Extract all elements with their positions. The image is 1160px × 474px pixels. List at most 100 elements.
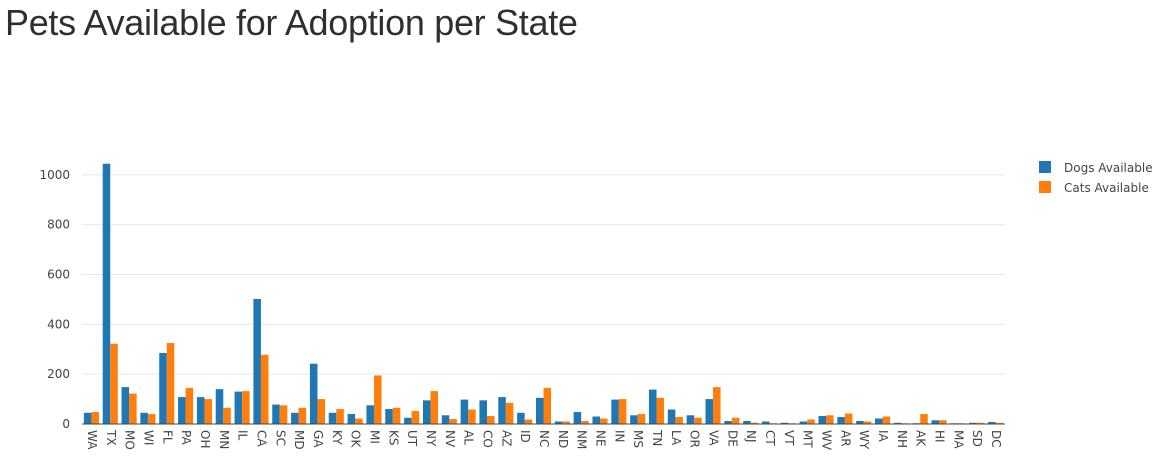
bar-cats-id[interactable]	[524, 419, 533, 424]
bar-cats-co[interactable]	[486, 416, 495, 424]
bar-cats-de[interactable]	[731, 417, 740, 424]
bar-cats-wa[interactable]	[91, 412, 99, 424]
bar-cats-ak[interactable]	[920, 414, 928, 424]
bar-dogs-sc[interactable]	[272, 404, 280, 424]
bar-cats-ga[interactable]	[317, 399, 325, 424]
bar-cats-or[interactable]	[694, 417, 702, 424]
bar-cats-la[interactable]	[675, 417, 683, 424]
bar-cats-il[interactable]	[242, 391, 250, 424]
bar-cats-wy[interactable]	[863, 421, 872, 424]
bar-cats-al[interactable]	[468, 409, 476, 424]
bar-cats-mn[interactable]	[223, 407, 231, 424]
bar-cats-mt[interactable]	[807, 419, 815, 424]
bar-cats-nd[interactable]	[562, 421, 570, 424]
bar-cats-in[interactable]	[618, 399, 627, 424]
bar-dogs-id[interactable]	[517, 412, 525, 424]
bar-cats-wi[interactable]	[147, 414, 156, 424]
bar-cats-ks[interactable]	[392, 407, 401, 424]
bar-dogs-mi[interactable]	[366, 405, 374, 424]
bar-dogs-sd[interactable]	[969, 422, 977, 424]
bar-cats-ms[interactable]	[637, 414, 646, 424]
bar-dogs-nm[interactable]	[573, 412, 582, 424]
bar-dogs-wi[interactable]	[140, 412, 148, 424]
bar-cats-ar[interactable]	[844, 413, 853, 424]
bar-dogs-il[interactable]	[234, 391, 243, 424]
legend-label-dogs[interactable]: Dogs Available	[1064, 161, 1153, 175]
bar-dogs-ar[interactable]	[837, 417, 845, 424]
bar-dogs-de[interactable]	[724, 421, 732, 424]
bar-dogs-ia[interactable]	[875, 418, 883, 424]
bar-cats-ne[interactable]	[600, 418, 608, 424]
x-tick-label: OH	[198, 430, 212, 448]
bar-cats-ky[interactable]	[336, 409, 344, 424]
bar-dogs-ok[interactable]	[347, 414, 356, 424]
bar-cats-dc[interactable]	[995, 422, 1004, 424]
bar-dogs-ks[interactable]	[385, 409, 393, 424]
bar-cats-nc[interactable]	[543, 387, 552, 424]
bar-dogs-tx[interactable]	[102, 163, 111, 424]
bar-dogs-ne[interactable]	[592, 416, 601, 424]
bar-dogs-la[interactable]	[667, 409, 676, 424]
bar-cats-mo[interactable]	[129, 393, 137, 424]
legend-label-cats[interactable]: Cats Available	[1064, 181, 1149, 195]
bar-dogs-pa[interactable]	[178, 397, 186, 424]
bar-cats-wv[interactable]	[826, 415, 834, 424]
bar-dogs-in[interactable]	[611, 399, 619, 424]
bar-cats-sc[interactable]	[279, 405, 288, 424]
bar-dogs-wa[interactable]	[83, 412, 92, 424]
bar-dogs-dc[interactable]	[988, 422, 996, 424]
bar-cats-az[interactable]	[505, 402, 514, 424]
bar-dogs-co[interactable]	[479, 400, 487, 424]
bar-dogs-nd[interactable]	[554, 421, 563, 424]
bar-dogs-or[interactable]	[686, 415, 695, 424]
x-tick-label: WA	[85, 430, 99, 450]
bar-cats-ok[interactable]	[355, 418, 363, 424]
bar-cats-nj[interactable]	[750, 422, 759, 424]
bar-dogs-nv[interactable]	[441, 415, 450, 424]
legend-swatch-dogs[interactable]	[1039, 161, 1051, 173]
bar-cats-nm[interactable]	[581, 421, 589, 424]
bar-dogs-fl[interactable]	[159, 353, 167, 424]
bar-dogs-va[interactable]	[705, 399, 714, 424]
bar-dogs-al[interactable]	[460, 399, 469, 424]
bar-dogs-ms[interactable]	[630, 415, 638, 424]
bar-dogs-hi[interactable]	[931, 420, 940, 424]
bar-dogs-mt[interactable]	[799, 421, 808, 424]
bar-cats-ia[interactable]	[882, 416, 891, 424]
bar-dogs-tn[interactable]	[648, 389, 657, 424]
x-tick-label: WI	[141, 430, 155, 445]
bar-cats-tn[interactable]	[656, 397, 665, 424]
bar-dogs-oh[interactable]	[196, 397, 205, 424]
bar-dogs-nj[interactable]	[743, 421, 751, 424]
bar-dogs-ca[interactable]	[253, 298, 261, 424]
bar-dogs-ct[interactable]	[762, 421, 770, 424]
bar-dogs-mn[interactable]	[215, 389, 224, 424]
bar-dogs-nc[interactable]	[535, 397, 544, 424]
bar-dogs-ny[interactable]	[422, 400, 431, 424]
bar-dogs-wy[interactable]	[856, 421, 864, 424]
bar-cats-fl[interactable]	[166, 343, 175, 424]
bar-dogs-ut[interactable]	[404, 417, 412, 424]
bar-cats-hi[interactable]	[939, 420, 947, 424]
bar-dogs-mo[interactable]	[121, 387, 130, 424]
bar-cats-va[interactable]	[713, 387, 721, 424]
legend-swatch-cats[interactable]	[1039, 181, 1051, 193]
bar-dogs-wv[interactable]	[818, 416, 827, 424]
bar-dogs-vt[interactable]	[780, 422, 789, 424]
bar-cats-ut[interactable]	[411, 411, 420, 424]
bar-cats-tx[interactable]	[110, 343, 118, 424]
bar-cats-nv[interactable]	[449, 419, 457, 424]
bar-dogs-md[interactable]	[291, 412, 299, 424]
bar-dogs-az[interactable]	[498, 397, 506, 424]
bar-dogs-nh[interactable]	[893, 422, 902, 424]
bar-cats-ny[interactable]	[430, 391, 439, 424]
bar-cats-md[interactable]	[298, 407, 307, 424]
bar-cats-mi[interactable]	[373, 375, 382, 424]
bar-dogs-ga[interactable]	[309, 363, 318, 424]
bar-cats-ca[interactable]	[260, 354, 269, 424]
bar-cats-pa[interactable]	[185, 387, 194, 424]
bar-dogs-ky[interactable]	[328, 412, 337, 424]
x-tick-label: CO	[480, 430, 494, 448]
bar-cats-sd[interactable]	[976, 422, 985, 424]
bar-cats-oh[interactable]	[204, 399, 212, 424]
